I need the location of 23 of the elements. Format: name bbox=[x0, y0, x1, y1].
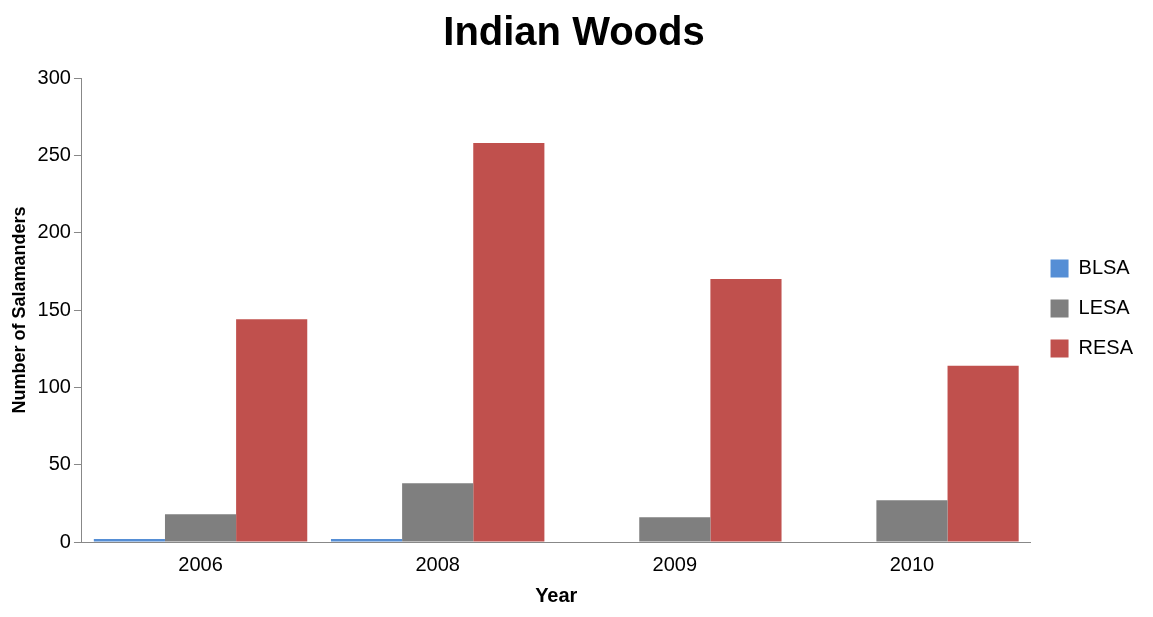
x-tick-label: 2008 bbox=[415, 552, 460, 575]
legend-label: LESA bbox=[1078, 296, 1131, 319]
y-tick-label: 200 bbox=[37, 220, 71, 243]
legend-label: RESA bbox=[1078, 336, 1134, 359]
y-axis-title: Number of Salamanders bbox=[8, 206, 29, 414]
bar bbox=[330, 538, 403, 542]
x-tick-label: 2006 bbox=[178, 552, 223, 575]
chart-title: Indian Woods bbox=[443, 9, 705, 54]
bar bbox=[93, 538, 165, 542]
x-tick-label: 2010 bbox=[889, 552, 935, 575]
legend-label: BLSA bbox=[1078, 256, 1131, 279]
y-tick-label: 50 bbox=[48, 452, 71, 475]
x-axis-title: Year bbox=[535, 583, 578, 606]
y-tick-label: 250 bbox=[37, 142, 71, 165]
x-tick-label: 2009 bbox=[652, 552, 698, 575]
bar bbox=[710, 279, 782, 542]
bar bbox=[473, 142, 545, 542]
y-tick-label: 100 bbox=[37, 374, 71, 397]
bar bbox=[236, 319, 308, 542]
y-tick-label: 150 bbox=[37, 297, 71, 320]
bar bbox=[947, 365, 1019, 542]
y-tick-label: 300 bbox=[37, 65, 71, 88]
y-tick-label: 0 bbox=[59, 529, 71, 552]
